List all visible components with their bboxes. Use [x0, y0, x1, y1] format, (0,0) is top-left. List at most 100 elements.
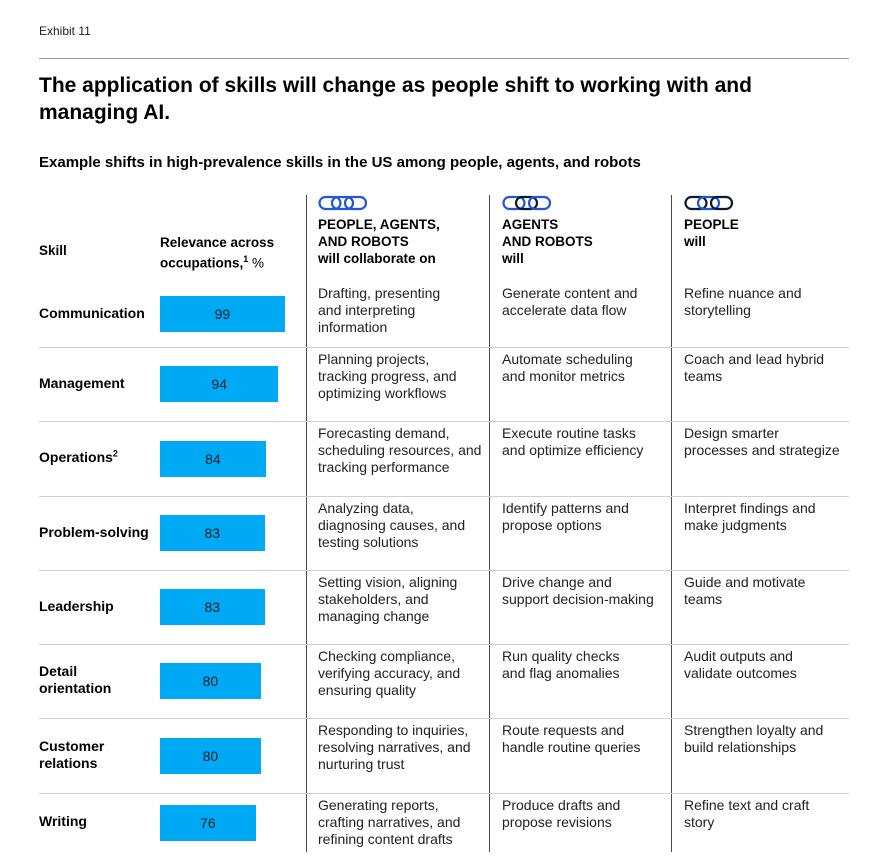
column-divider [306, 195, 307, 852]
collab-cell: Checking compliance, verifying accuracy, … [318, 648, 460, 699]
chart-subtitle: Example shifts in high-prevalence skills… [39, 154, 641, 171]
agents-header-line3: will [502, 251, 524, 266]
agents-cell-line: propose revisions [502, 814, 612, 830]
skill-name-line: Customer [39, 738, 104, 755]
skill-name: Problem-solving [39, 524, 149, 541]
collab-cell-line: Forecasting demand, [318, 425, 450, 441]
people-cell: Audit outputs and validate outcomes [684, 648, 797, 682]
people-cell: Coach and lead hybrid teams [684, 351, 824, 385]
chart-title: The application of skills will change as… [39, 74, 752, 124]
collab-cell-line: diagnosing causes, and [318, 517, 466, 533]
collab-cell-line: Setting vision, aligning [318, 574, 458, 590]
skill-name: Customer relations [39, 738, 104, 772]
skill-name-line: relations [39, 755, 104, 772]
people-header-line1: PEOPLE [684, 217, 739, 232]
skill-name-line: Problem-solving [39, 524, 149, 541]
row-divider [39, 718, 849, 719]
skill-name-text: Communication [39, 304, 145, 321]
agents-cell-line: Route requests and [502, 722, 625, 738]
collab-cell-line: Responding to inquiries, [318, 722, 469, 738]
collab-cell-line: nurturing trust [318, 756, 405, 772]
people-cell: Strengthen loyalty and build relationship… [684, 722, 823, 756]
collab-cell-line: Checking compliance, [318, 648, 455, 664]
collab-cell-line: scheduling resources, and [318, 442, 482, 458]
agents-header-line2: AND ROBOTS [502, 234, 593, 249]
collab-column-header: PEOPLE, AGENTS, AND ROBOTS will collabor… [318, 216, 440, 267]
agents-cell-line: and flag anomalies [502, 665, 620, 681]
agents-robots-link-icon [502, 195, 552, 211]
collab-cell-line: managing change [318, 608, 430, 624]
skill-name-text: Detail [39, 663, 78, 679]
people-cell-line: story [684, 814, 715, 830]
agents-cell: Automate scheduling and monitor metrics [502, 351, 633, 385]
collab-cell-line: ensuring quality [318, 682, 417, 698]
relevance-bar [160, 515, 265, 551]
row-divider [39, 570, 849, 571]
skill-footnote-marker: 2 [112, 448, 118, 459]
collab-cell-line: optimizing workflows [318, 385, 447, 401]
collab-cell: Generating reports, crafting narratives, … [318, 797, 460, 848]
collab-cell: Analyzing data, diagnosing causes, and tes… [318, 500, 465, 551]
collab-cell: Forecasting demand, scheduling resources,… [318, 425, 481, 476]
collab-cell-line: information [318, 319, 388, 335]
agents-cell: Execute routine tasks and optimize effici… [502, 425, 643, 459]
agents-cell-line: handle routine queries [502, 739, 641, 755]
agents-cell: Run quality checks and flag anomalies [502, 648, 620, 682]
relevance-bar [160, 804, 256, 841]
agents-cell-line: Produce drafts and [502, 797, 621, 813]
relevance-header-line2: occupations, [160, 255, 244, 271]
relevance-bar-value: 76 [200, 814, 216, 831]
people-cell-line: Design smarter [684, 425, 779, 441]
collab-cell-line: verifying accuracy, and [318, 665, 461, 681]
people-cell: Guide and motivate teams [684, 574, 805, 608]
collab-cell: Responding to inquiries, resolving narrat… [318, 722, 471, 773]
column-divider [489, 195, 490, 852]
skill-name: Leadership [39, 598, 114, 615]
people-cell-line: Coach and lead hybrid [684, 351, 825, 367]
agents-column-header: AGENTS AND ROBOTS will [502, 216, 593, 267]
row-divider [39, 793, 849, 794]
skill-name-line: orientation [39, 680, 111, 697]
people-header-line2: will [684, 234, 706, 249]
agents-cell-line: and optimize efficiency [502, 442, 644, 458]
agents-cell: Route requests and handle routine queries [502, 722, 641, 756]
agents-header-line1: AGENTS [502, 217, 559, 232]
relevance-bar [160, 663, 261, 699]
collab-cell: Planning projects, tracking progress, and… [318, 351, 457, 402]
collab-cell-line: Planning projects, [318, 351, 430, 367]
relevance-bar-value: 83 [204, 599, 221, 615]
row-divider [39, 496, 849, 497]
relevance-footnote-marker: 1 [243, 254, 249, 264]
agents-cell-line: Generate content and [502, 285, 638, 301]
skill-name-text: Customer [39, 737, 105, 754]
people-cell-line: Audit outputs and [684, 648, 793, 664]
people-cell: Design smarter processes and strategize [684, 425, 840, 459]
people-cell-line: storytelling [684, 302, 751, 318]
people-cell-line: processes and strategize [684, 442, 840, 458]
agents-cell-line: Execute routine tasks [502, 425, 636, 441]
skill-name: Communication [39, 305, 145, 322]
skill-name-text: Management [39, 374, 125, 391]
skill-name: Writing [39, 813, 87, 830]
column-divider [671, 195, 672, 852]
relevance-bar [160, 589, 265, 625]
skill-name-line: Operations2 [39, 449, 118, 466]
agents-cell-line: Automate scheduling [502, 351, 633, 367]
skill-name-text: orientation [39, 680, 112, 696]
skill-column-header: Skill [39, 242, 67, 259]
agents-cell-line: and monitor metrics [502, 368, 625, 384]
people-cell-line: teams [684, 591, 723, 607]
relevance-bar [160, 440, 266, 477]
skill-name-text: Leadership [39, 597, 114, 614]
relevance-bar-value: 84 [205, 450, 221, 467]
collab-cell-line: Drafting, presenting [318, 285, 441, 301]
collab-cell-line: stakeholders, and [318, 591, 429, 607]
people-cell-line: make judgments [684, 517, 787, 533]
row-divider [39, 347, 849, 348]
skill-name-text: Writing [39, 813, 87, 829]
agents-cell-line: Drive change and [502, 574, 612, 590]
skill-name: Operations2 [39, 449, 118, 466]
relevance-header-line1: Relevance across [160, 235, 275, 250]
relevance-bar-value: 80 [202, 673, 219, 689]
relevance-bar [160, 296, 285, 332]
